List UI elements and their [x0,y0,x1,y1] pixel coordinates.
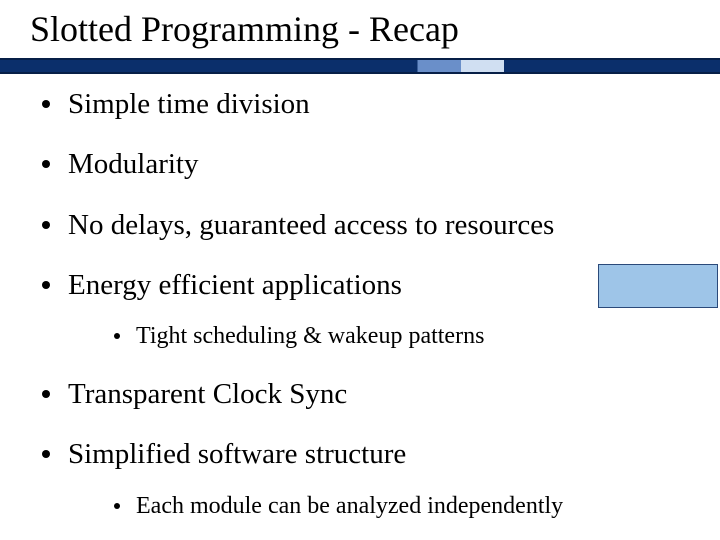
bullet-list: Simple time division Modularity No delay… [34,86,700,522]
bullet-text: Each module can be analyzed independentl… [136,493,563,519]
list-item: Each module can be analyzed independentl… [108,491,700,522]
list-item: Energy efficient applications Tight sche… [34,267,700,352]
list-item: Simplified software structure Each modul… [34,436,700,521]
list-item: Transparent Clock Sync [34,376,700,412]
bullet-text: No delays, guaranteed access to resource… [68,209,554,241]
bullet-text: Energy efficient applications [68,269,402,301]
bullet-text: Simple time division [68,88,310,120]
list-item: Modularity [34,146,700,182]
bullet-text: Transparent Clock Sync [68,378,347,410]
sub-list: Each module can be analyzed independentl… [68,491,700,522]
content-area: Simple time division Modularity No delay… [34,86,700,540]
list-item: No delays, guaranteed access to resource… [34,207,700,243]
sub-list: Tight scheduling & wakeup patterns [68,321,700,352]
divider-band [0,58,720,74]
bullet-text: Modularity [68,148,199,180]
slide: Slotted Programming - Recap Simple time … [0,0,720,540]
list-item: Tight scheduling & wakeup patterns [108,321,700,352]
bullet-text: Simplified software structure [68,438,406,470]
list-item: Simple time division [34,86,700,122]
slide-title: Slotted Programming - Recap [30,8,459,50]
bullet-text: Tight scheduling & wakeup patterns [136,323,484,349]
